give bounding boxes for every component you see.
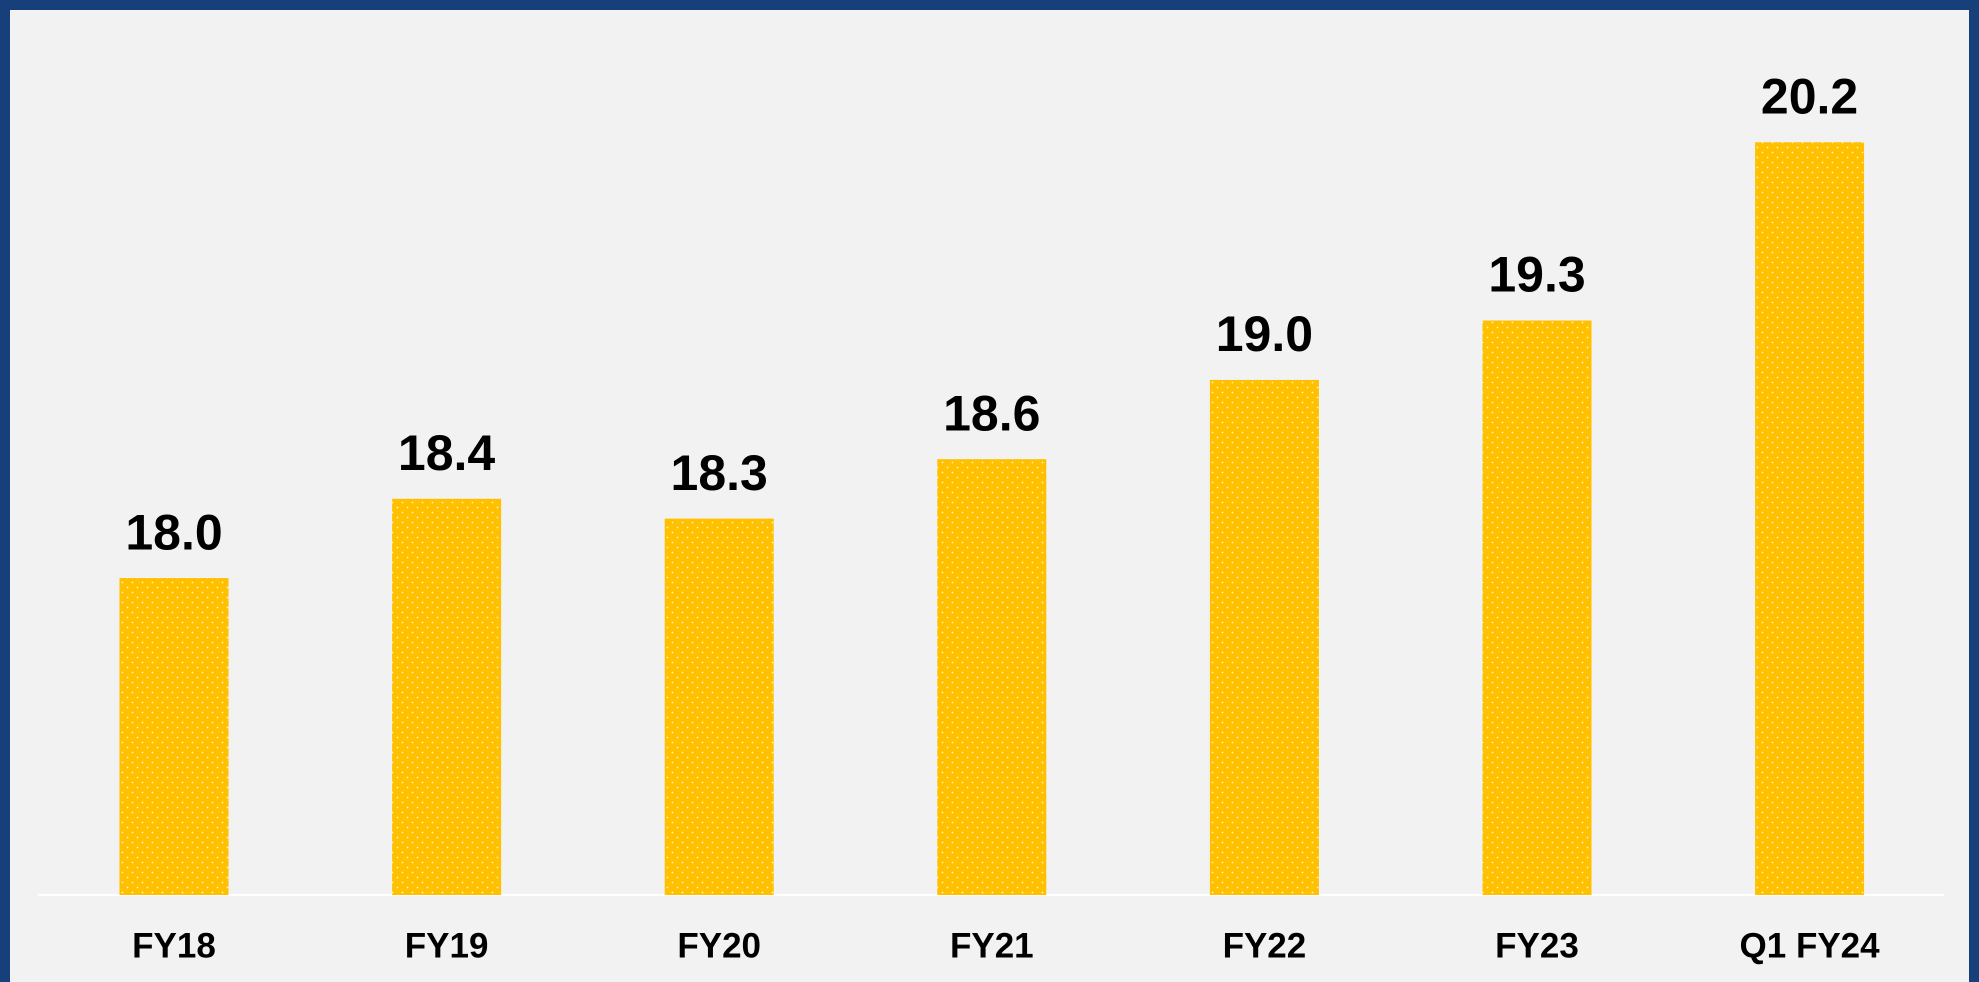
x-tick-label: FY19 (405, 926, 489, 965)
value-label: 18.0 (125, 504, 222, 560)
bar (1755, 142, 1865, 895)
bar (664, 518, 774, 895)
bar (392, 498, 502, 895)
value-label: 19.0 (1216, 306, 1313, 362)
x-tick-label: FY22 (1223, 926, 1307, 965)
value-label: 19.3 (1488, 247, 1585, 303)
bar (1209, 379, 1319, 895)
value-label: 18.3 (671, 445, 768, 501)
x-tick-label: FY18 (132, 926, 216, 965)
value-label: 18.4 (398, 425, 496, 481)
x-tick-label: FY21 (950, 926, 1034, 965)
x-tick-label: FY20 (677, 926, 761, 965)
x-tick-label: FY23 (1495, 926, 1579, 965)
bar (937, 459, 1047, 895)
bar (119, 578, 229, 895)
value-label: 20.2 (1761, 68, 1858, 124)
bar (1482, 320, 1592, 895)
x-tick-label: Q1 FY24 (1740, 926, 1881, 965)
value-label: 18.6 (943, 385, 1040, 441)
